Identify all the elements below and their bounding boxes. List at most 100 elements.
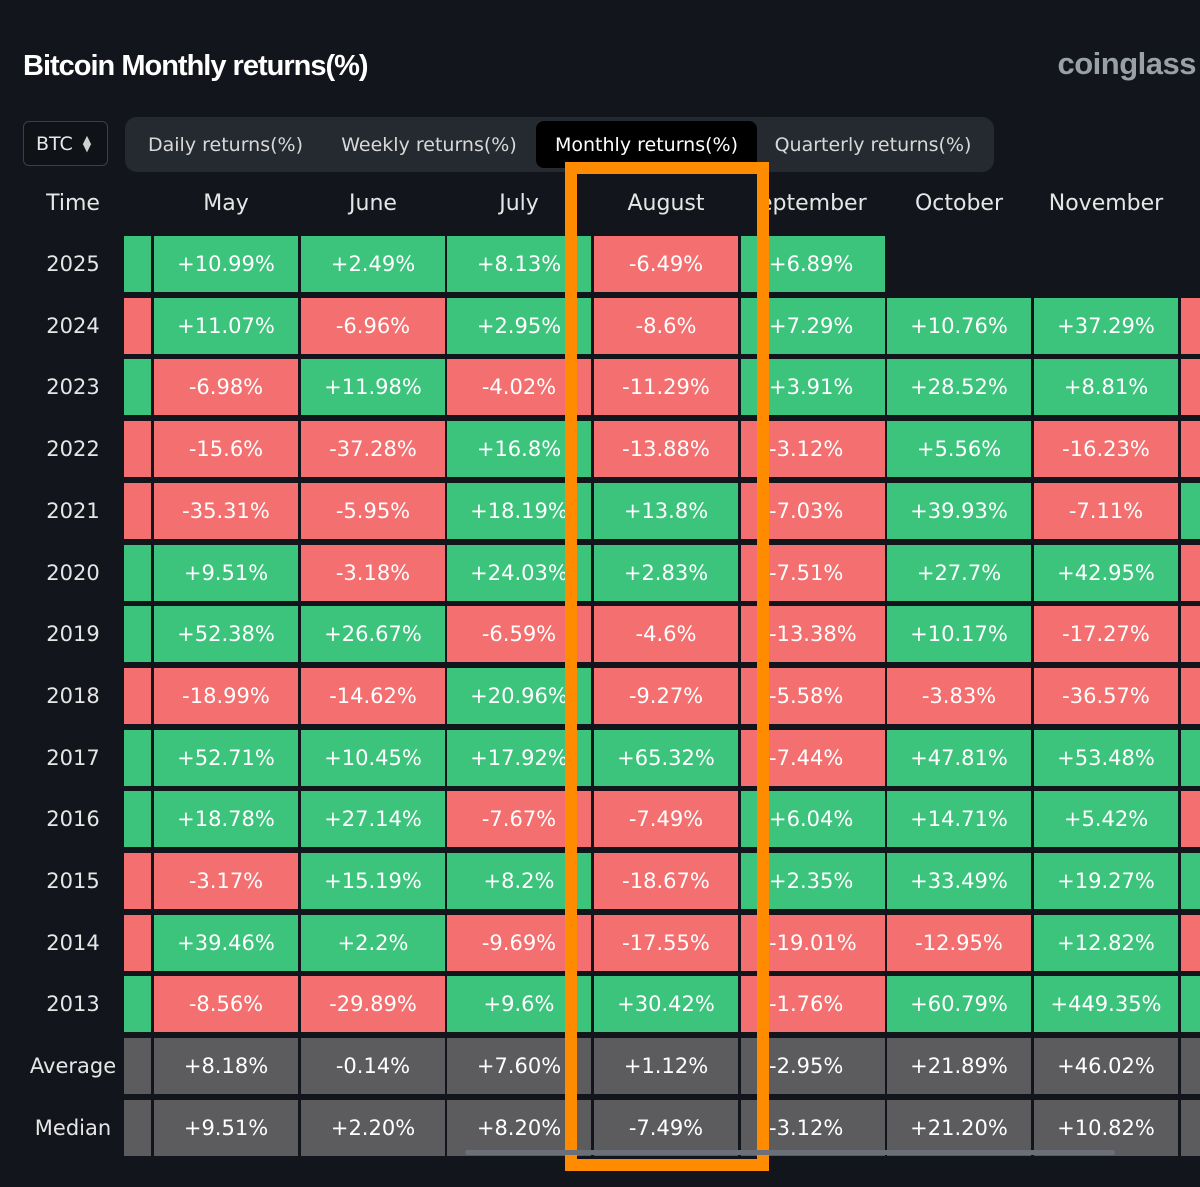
table-cell[interactable]: +16.8% [447, 421, 591, 477]
table-cell[interactable]: -8.56% [154, 976, 298, 1032]
table-cell[interactable]: +12.82% [1034, 915, 1178, 971]
tab-quarterly-returns[interactable]: Quarterly returns(%) [774, 133, 972, 156]
table-cell[interactable]: +13.8% [594, 483, 738, 539]
table-cell[interactable]: -3.17% [154, 853, 298, 909]
table-cell[interactable]: +1.12% [594, 1038, 738, 1094]
table-cell[interactable]: -11.29% [594, 359, 738, 415]
table-cell[interactable]: -7.49% [594, 1100, 738, 1156]
table-cell[interactable]: +26.67% [301, 606, 445, 662]
table-cell[interactable]: +53.48% [1034, 730, 1178, 786]
tab-monthly-returns[interactable]: Monthly returns(%) [536, 121, 757, 168]
table-cell[interactable]: +8.81% [1034, 359, 1178, 415]
table-cell[interactable]: +37.29% [1034, 298, 1178, 354]
table-cell[interactable]: +2.35% [741, 853, 885, 909]
table-cell[interactable]: +449.35% [1034, 976, 1178, 1032]
table-cell[interactable]: +15.19% [301, 853, 445, 909]
table-cell[interactable]: -5.95% [301, 483, 445, 539]
table-cell[interactable]: -17.27% [1034, 606, 1178, 662]
table-cell[interactable]: -12.95% [887, 915, 1031, 971]
table-cell[interactable]: +42.95% [1034, 545, 1178, 601]
table-cell[interactable]: +10.99% [154, 236, 298, 292]
table-cell[interactable]: +8.2% [447, 853, 591, 909]
table-cell[interactable]: +6.89% [741, 236, 885, 292]
table-cell[interactable]: -13.88% [594, 421, 738, 477]
table-cell[interactable]: +30.42% [594, 976, 738, 1032]
brand-logo[interactable]: coinglass [1057, 46, 1197, 81]
table-cell[interactable]: -4.6% [594, 606, 738, 662]
table-cell[interactable]: +10.17% [887, 606, 1031, 662]
horizontal-scrollbar[interactable] [465, 1150, 1115, 1155]
table-cell[interactable]: +8.18% [154, 1038, 298, 1094]
table-cell[interactable]: -3.83% [887, 668, 1031, 724]
table-cell[interactable]: -0.14% [301, 1038, 445, 1094]
table-cell[interactable]: -7.51% [741, 545, 885, 601]
table-cell[interactable]: +27.14% [301, 791, 445, 847]
table-cell[interactable]: +3.91% [741, 359, 885, 415]
table-cell[interactable]: -2.95% [741, 1038, 885, 1094]
table-cell[interactable]: +39.93% [887, 483, 1031, 539]
table-cell[interactable]: -14.62% [301, 668, 445, 724]
tab-weekly-returns[interactable]: Weekly returns(%) [341, 133, 517, 156]
table-cell[interactable]: -7.67% [447, 791, 591, 847]
table-cell[interactable]: +8.20% [447, 1100, 591, 1156]
column-header[interactable]: October [914, 190, 1004, 216]
table-cell[interactable]: +65.32% [594, 730, 738, 786]
table-cell[interactable]: +27.7% [887, 545, 1031, 601]
table-cell[interactable]: +6.04% [741, 791, 885, 847]
table-cell[interactable]: +47.81% [887, 730, 1031, 786]
table-cell[interactable]: +11.07% [154, 298, 298, 354]
table-cell[interactable]: -7.03% [741, 483, 885, 539]
table-cell[interactable]: +5.42% [1034, 791, 1178, 847]
table-cell[interactable]: +33.49% [887, 853, 1031, 909]
table-cell[interactable]: +28.52% [887, 359, 1031, 415]
table-cell[interactable]: +2.20% [301, 1100, 445, 1156]
table-cell[interactable]: -17.55% [594, 915, 738, 971]
table-cell[interactable]: -6.98% [154, 359, 298, 415]
table-cell[interactable]: -15.6% [154, 421, 298, 477]
coin-select[interactable]: BTC ▲ ▼ [23, 121, 108, 166]
table-cell[interactable]: -3.18% [301, 545, 445, 601]
table-cell[interactable]: -18.99% [154, 668, 298, 724]
column-header[interactable]: August [627, 190, 705, 216]
table-cell[interactable]: +11.98% [301, 359, 445, 415]
column-header[interactable]: November [1048, 190, 1164, 216]
column-header[interactable]: May [203, 190, 249, 216]
table-cell[interactable]: -16.23% [1034, 421, 1178, 477]
table-cell[interactable]: -5.58% [741, 668, 885, 724]
table-cell[interactable]: +7.60% [447, 1038, 591, 1094]
table-cell[interactable]: +2.83% [594, 545, 738, 601]
table-cell[interactable]: +17.92% [447, 730, 591, 786]
table-cell[interactable]: +20.96% [447, 668, 591, 724]
table-cell[interactable]: -18.67% [594, 853, 738, 909]
table-cell[interactable]: +2.2% [301, 915, 445, 971]
table-cell[interactable]: +18.19% [447, 483, 591, 539]
table-cell[interactable]: +39.46% [154, 915, 298, 971]
table-cell[interactable]: +46.02% [1034, 1038, 1178, 1094]
table-cell[interactable]: +10.76% [887, 298, 1031, 354]
table-cell[interactable]: +10.45% [301, 730, 445, 786]
table-cell[interactable]: +19.27% [1034, 853, 1178, 909]
table-cell[interactable]: +10.82% [1034, 1100, 1178, 1156]
table-cell[interactable]: -1.76% [741, 976, 885, 1032]
tab-daily-returns[interactable]: Daily returns(%) [148, 133, 303, 156]
table-cell[interactable]: +18.78% [154, 791, 298, 847]
table-cell[interactable]: +60.79% [887, 976, 1031, 1032]
table-cell[interactable]: -13.38% [741, 606, 885, 662]
table-cell[interactable]: -7.11% [1034, 483, 1178, 539]
table-cell[interactable]: -7.44% [741, 730, 885, 786]
table-cell[interactable]: -36.57% [1034, 668, 1178, 724]
table-cell[interactable]: +9.51% [154, 1100, 298, 1156]
table-cell[interactable]: +52.38% [154, 606, 298, 662]
table-cell[interactable]: -9.69% [447, 915, 591, 971]
table-cell[interactable]: +9.51% [154, 545, 298, 601]
table-cell[interactable]: +21.89% [887, 1038, 1031, 1094]
table-cell[interactable]: +2.49% [301, 236, 445, 292]
column-header[interactable]: eptember [759, 190, 867, 216]
table-cell[interactable]: +2.95% [447, 298, 591, 354]
table-cell[interactable]: -6.49% [594, 236, 738, 292]
table-cell[interactable]: -3.12% [741, 1100, 885, 1156]
table-cell[interactable]: -3.12% [741, 421, 885, 477]
table-cell[interactable]: +9.6% [447, 976, 591, 1032]
table-cell[interactable]: -7.49% [594, 791, 738, 847]
table-cell[interactable]: +21.20% [887, 1100, 1031, 1156]
